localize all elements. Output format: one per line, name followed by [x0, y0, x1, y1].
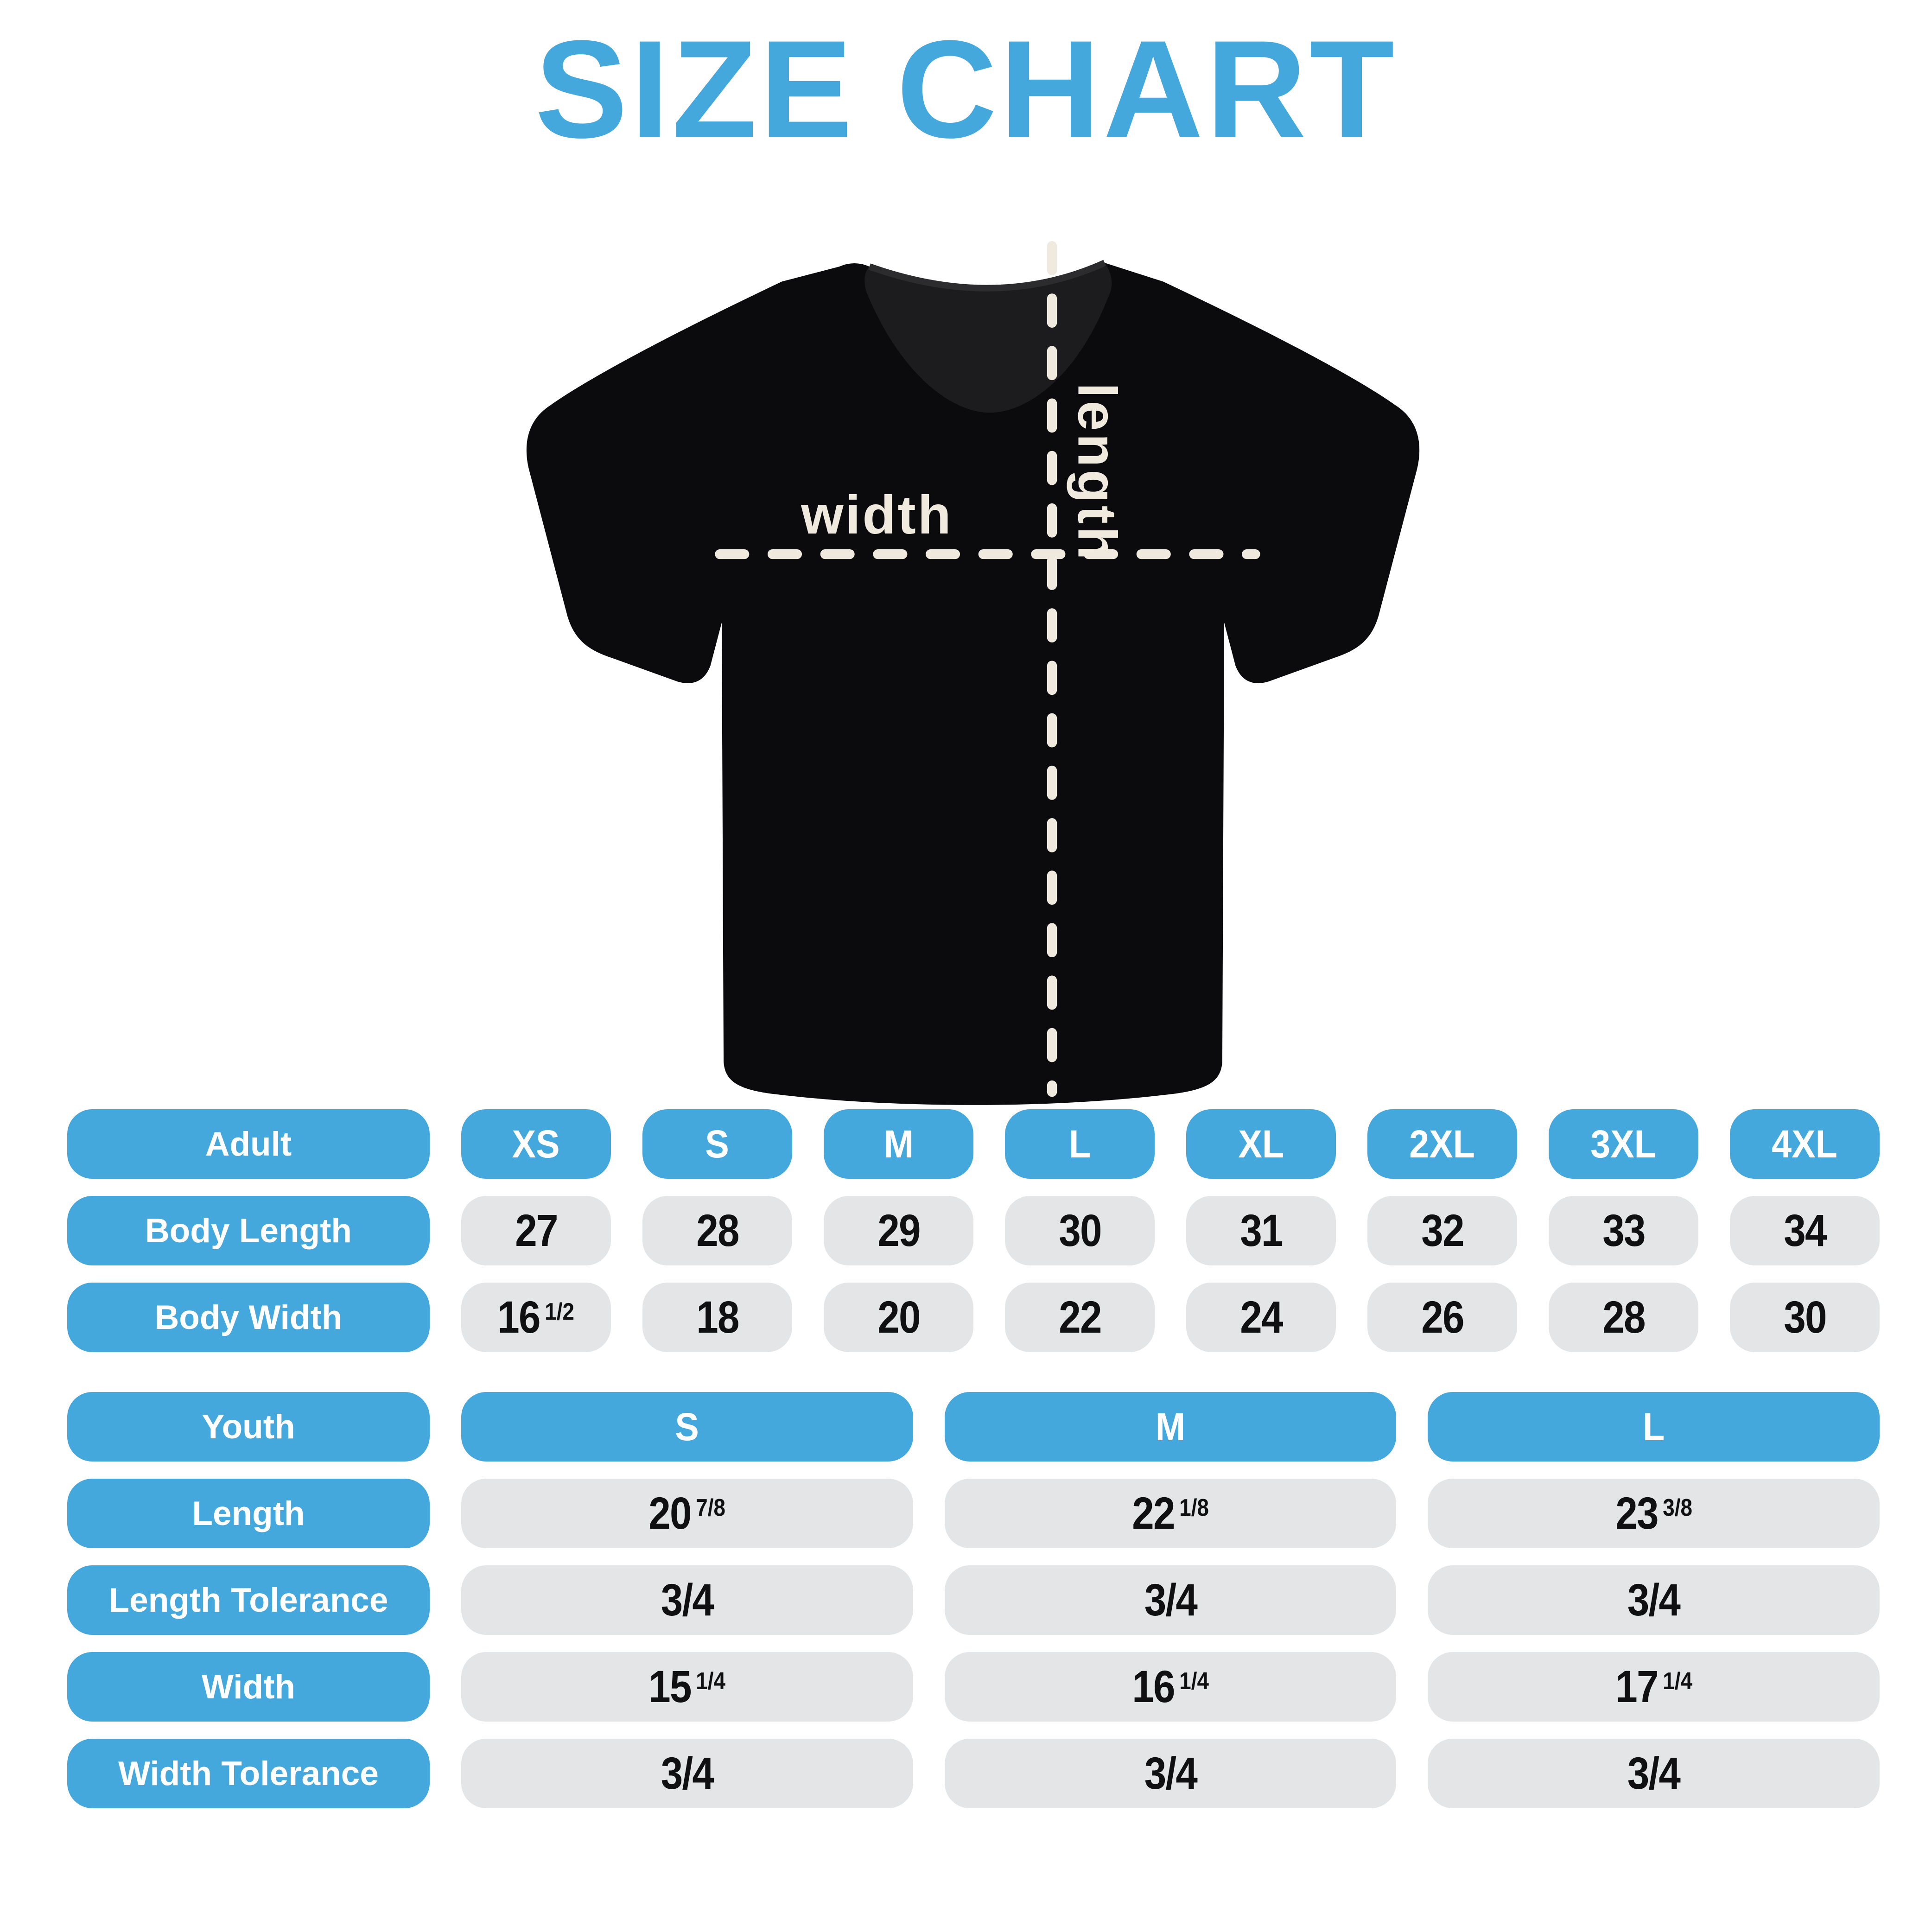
adult-size-pill-xl: XL [1186, 1109, 1336, 1179]
value-pill: 28 [1549, 1283, 1698, 1352]
width-measure-label: width [801, 484, 953, 545]
value-pill: 22 1/8 [944, 1479, 1397, 1548]
youth-row-label-length: Length [67, 1479, 430, 1548]
tshirt-size-diagram: width length [526, 241, 1420, 1105]
value-pill: 22 [1005, 1283, 1155, 1352]
adult-row-label-body-width: Body Width [67, 1283, 430, 1352]
value-pill: 20 [824, 1283, 973, 1352]
value-pill: 20 7/8 [461, 1479, 913, 1548]
tshirt-collar-seam [868, 260, 1106, 292]
youth-row-label-width: Width [67, 1652, 430, 1722]
value-pill: 3/4 [1428, 1565, 1880, 1635]
value-pill: 3/4 [944, 1739, 1397, 1808]
value-pill: 29 [824, 1196, 973, 1265]
value-pill: 16 1/2 [461, 1283, 611, 1352]
adult-row-label-body-length: Body Length [67, 1196, 430, 1265]
adult-size-table: Adult XS S M L XL 2XL 3XL 4XL Body Lengt… [67, 1109, 1880, 1352]
page-title: SIZE CHART [535, 11, 1397, 167]
youth-size-pill-l: L [1428, 1392, 1880, 1462]
adult-size-pill-3xl: 3XL [1549, 1109, 1698, 1179]
adult-size-pill-4xl: 4XL [1730, 1109, 1880, 1179]
value-pill: 3/4 [461, 1739, 913, 1808]
value-pill: 3/4 [1428, 1739, 1880, 1808]
value-pill: 24 [1186, 1283, 1336, 1352]
value-pill: 28 [642, 1196, 792, 1265]
value-pill: 15 1/4 [461, 1652, 913, 1722]
value-pill: 26 [1367, 1283, 1517, 1352]
adult-size-pill-l: L [1005, 1109, 1155, 1179]
value-pill: 3/4 [461, 1565, 913, 1635]
youth-table-header: Youth [67, 1392, 430, 1462]
value-pill: 17 1/4 [1428, 1652, 1880, 1722]
value-pill: 31 [1186, 1196, 1336, 1265]
value-pill: 18 [642, 1283, 792, 1352]
youth-row-label-length-tolerance: Length Tolerance [67, 1565, 430, 1635]
value-pill: 3/4 [944, 1565, 1397, 1635]
adult-header-label: Adult [205, 1125, 292, 1163]
value-pill: 27 [461, 1196, 611, 1265]
adult-size-pill-xs: XS [461, 1109, 611, 1179]
length-measure-label: length [1067, 383, 1127, 563]
value-pill: 16 1/4 [944, 1652, 1397, 1722]
youth-size-pill-m: M [944, 1392, 1397, 1462]
youth-header-label: Youth [202, 1408, 295, 1446]
youth-size-table: Youth S M L Length 20 7/8 22 1/8 23 3/8 Len… [67, 1392, 1880, 1808]
value-pill: 30 [1005, 1196, 1155, 1265]
youth-size-pill-s: S [461, 1392, 913, 1462]
adult-table-header: Adult [67, 1109, 430, 1179]
adult-size-pill-2xl: 2XL [1367, 1109, 1517, 1179]
value-pill: 32 [1367, 1196, 1517, 1265]
tshirt-silhouette [526, 263, 1420, 1105]
value-pill: 34 [1730, 1196, 1880, 1265]
youth-row-label-width-tolerance: Width Tolerance [67, 1739, 430, 1808]
value-pill: 33 [1549, 1196, 1698, 1265]
adult-size-pill-s: S [642, 1109, 792, 1179]
value-pill: 23 3/8 [1428, 1479, 1880, 1548]
value-pill: 30 [1730, 1283, 1880, 1352]
adult-size-pill-m: M [824, 1109, 973, 1179]
